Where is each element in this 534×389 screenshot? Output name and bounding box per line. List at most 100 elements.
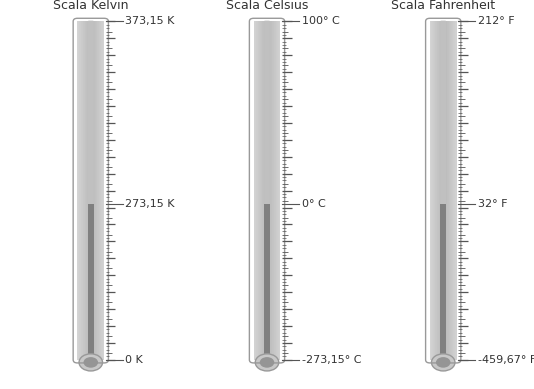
Bar [436, 21, 437, 360]
Text: 0° C: 0° C [302, 199, 325, 209]
Bar [260, 21, 261, 360]
Bar [77, 21, 78, 360]
Bar [431, 21, 432, 360]
Text: Scala Kelvin: Scala Kelvin [53, 0, 129, 12]
Bar [277, 21, 278, 360]
Bar [100, 21, 101, 360]
Bar [95, 21, 96, 360]
Bar [263, 21, 264, 360]
Bar [269, 21, 270, 360]
Bar [454, 21, 455, 360]
Bar [444, 21, 445, 360]
Bar [441, 21, 442, 360]
Bar [81, 21, 82, 360]
Bar [275, 21, 276, 360]
Bar [88, 203, 94, 360]
Bar [270, 21, 271, 360]
Bar [87, 21, 88, 360]
Bar [448, 21, 449, 360]
Bar [85, 21, 86, 360]
Circle shape [255, 354, 279, 371]
Bar [93, 21, 94, 360]
Bar [92, 21, 93, 360]
Bar [98, 21, 99, 360]
Bar [437, 21, 438, 360]
Text: 0 K: 0 K [125, 355, 143, 365]
Bar [256, 21, 257, 360]
Bar [94, 21, 95, 360]
Text: 32° F: 32° F [478, 199, 507, 209]
Text: Scala Fahrenheit: Scala Fahrenheit [391, 0, 495, 12]
Bar [257, 21, 258, 360]
Bar [435, 21, 436, 360]
Bar [82, 21, 83, 360]
Bar [456, 21, 457, 360]
Bar [453, 21, 454, 360]
Circle shape [79, 354, 103, 371]
Bar [103, 21, 104, 360]
Circle shape [431, 354, 455, 371]
Text: 373,15 K: 373,15 K [125, 16, 175, 26]
Text: -273,15° C: -273,15° C [302, 355, 361, 365]
Text: 100° C: 100° C [302, 16, 340, 26]
Circle shape [83, 357, 98, 368]
Bar [102, 21, 103, 360]
Bar [90, 21, 91, 360]
Bar [450, 21, 451, 360]
Bar [451, 21, 452, 360]
Bar [79, 21, 80, 360]
Bar [274, 21, 275, 360]
Bar [430, 21, 431, 360]
Bar [449, 21, 450, 360]
Bar [266, 21, 267, 360]
Bar [279, 21, 280, 360]
Bar [439, 21, 440, 360]
Bar [258, 21, 259, 360]
Bar [268, 21, 269, 360]
Bar [83, 21, 84, 360]
Bar [440, 21, 441, 360]
Bar [443, 21, 444, 360]
Bar [86, 21, 87, 360]
Bar [273, 21, 274, 360]
Bar [259, 21, 260, 360]
Bar [434, 21, 435, 360]
Bar [254, 21, 255, 360]
Bar [271, 21, 272, 360]
Bar [262, 21, 263, 360]
Bar [84, 21, 85, 360]
Bar [265, 21, 266, 360]
Bar [446, 21, 447, 360]
FancyBboxPatch shape [440, 21, 446, 359]
Bar [264, 21, 265, 360]
Bar [255, 21, 256, 360]
Bar [97, 21, 98, 360]
Bar [96, 21, 97, 360]
Bar [101, 21, 102, 360]
Circle shape [260, 357, 274, 368]
Bar [272, 21, 273, 360]
Bar [440, 203, 446, 360]
Bar [99, 21, 100, 360]
Bar [452, 21, 453, 360]
Bar [264, 203, 270, 360]
Text: -459,67° F: -459,67° F [478, 355, 534, 365]
FancyBboxPatch shape [88, 21, 94, 359]
Bar [432, 21, 433, 360]
Bar [88, 21, 89, 360]
Bar [80, 21, 81, 360]
FancyBboxPatch shape [264, 21, 270, 359]
Bar [442, 21, 443, 360]
Bar [447, 21, 448, 360]
Text: Scala Celsius: Scala Celsius [226, 0, 308, 12]
Bar [278, 21, 279, 360]
Bar [445, 21, 446, 360]
Bar [91, 21, 92, 360]
Bar [267, 21, 268, 360]
Bar [261, 21, 262, 360]
Bar [78, 21, 79, 360]
Circle shape [436, 357, 451, 368]
Text: 212° F: 212° F [478, 16, 515, 26]
Bar [89, 21, 90, 360]
Bar [455, 21, 456, 360]
